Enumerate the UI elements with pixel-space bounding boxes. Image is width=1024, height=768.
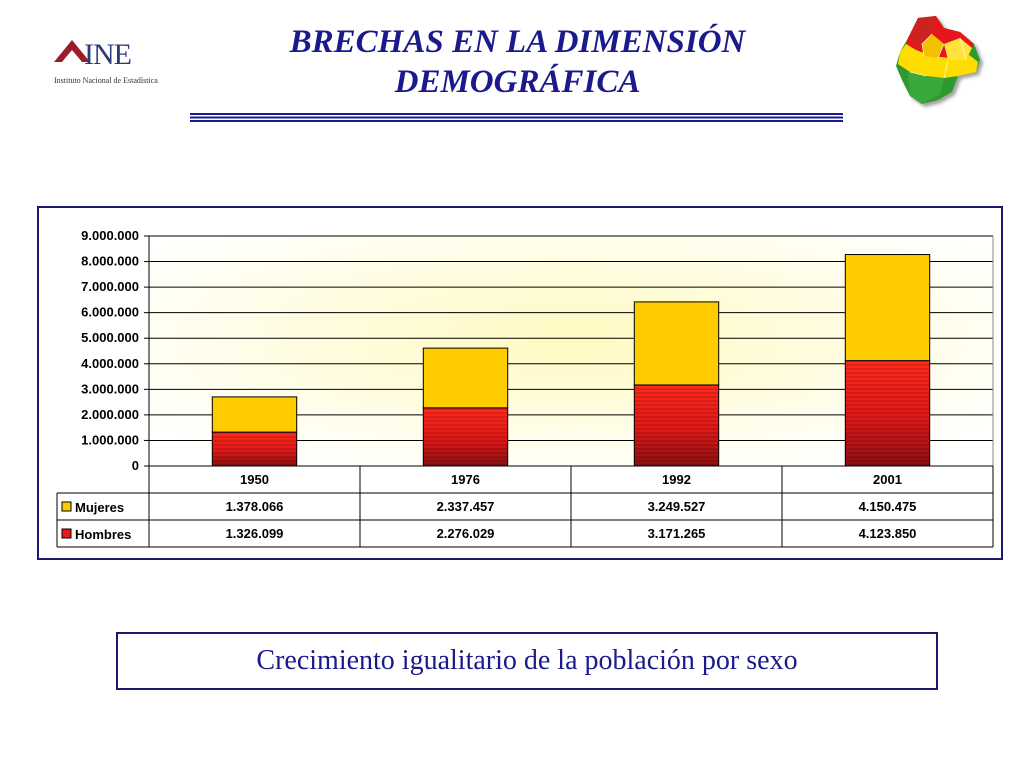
bar-mujeres-1950 bbox=[211, 396, 298, 433]
y-tick-label: 8.000.000 bbox=[81, 254, 139, 269]
population-chart-svg: 0 1.000.000 2.000.000 3.000.000 4.000.000 5.0… bbox=[56, 228, 994, 548]
x-category-label: 1950 bbox=[240, 472, 269, 487]
bolivia-map-icon bbox=[896, 16, 980, 104]
legend-swatch-hombres bbox=[61, 528, 72, 539]
y-tick-label: 2.000.000 bbox=[81, 407, 139, 422]
data-label: 2.276.029 bbox=[437, 526, 495, 541]
legend-label-hombres: Hombres bbox=[75, 527, 131, 542]
ine-logo-mark bbox=[54, 40, 90, 62]
bar-mujeres-2001 bbox=[844, 254, 931, 362]
page-title-line-2: DEMOGRÁFICA bbox=[394, 64, 641, 100]
bar-hombres-stripes-2001 bbox=[845, 360, 930, 466]
data-label: 2.337.457 bbox=[437, 499, 495, 514]
page-title: BRECHAS EN LA DIMENSIÓN DEMOGRÁFICA bbox=[190, 22, 845, 102]
bar-mujeres-1976 bbox=[422, 347, 509, 409]
bar-hombres-stripes-1950 bbox=[212, 432, 297, 466]
y-tick-label: 7.000.000 bbox=[81, 279, 139, 294]
population-chart: 0 1.000.000 2.000.000 3.000.000 4.000.000 5.0… bbox=[37, 206, 1003, 560]
y-tick-label: 6.000.000 bbox=[81, 305, 139, 320]
y-tick-label: 3.000.000 bbox=[81, 381, 139, 396]
bar-hombres-stripes-1976 bbox=[423, 407, 508, 466]
x-category-label: 1992 bbox=[662, 472, 691, 487]
ine-logo: INE Instituto Nacional de Estadística bbox=[52, 36, 162, 92]
title-underline bbox=[190, 113, 843, 122]
legend-label-mujeres: Mujeres bbox=[75, 500, 124, 515]
y-tick-label: 0 bbox=[132, 458, 139, 473]
data-label: 4.123.850 bbox=[859, 526, 917, 541]
ine-logo-subtitle: Instituto Nacional de Estadística bbox=[54, 76, 158, 85]
data-label: 3.249.527 bbox=[648, 499, 706, 514]
data-label: 1.378.066 bbox=[226, 499, 284, 514]
data-label: 3.171.265 bbox=[648, 526, 706, 541]
bar-mujeres-1992 bbox=[633, 301, 720, 386]
y-tick-label: 1.000.000 bbox=[81, 432, 139, 447]
y-tick-label: 9.000.000 bbox=[81, 228, 139, 243]
x-category-label: 1976 bbox=[451, 472, 480, 487]
chart-caption: Crecimiento igualitario de la población … bbox=[116, 632, 938, 690]
x-category-label: 2001 bbox=[873, 472, 902, 487]
data-label: 1.326.099 bbox=[226, 526, 284, 541]
legend-swatch-mujeres bbox=[61, 501, 72, 512]
ine-logo-text: INE bbox=[84, 38, 132, 71]
bar-hombres-stripes-1992 bbox=[634, 384, 719, 466]
page-title-line-1: BRECHAS EN LA DIMENSIÓN bbox=[289, 24, 746, 60]
data-label: 4.150.475 bbox=[859, 499, 917, 514]
y-tick-label: 4.000.000 bbox=[81, 356, 139, 371]
y-tick-label: 5.000.000 bbox=[81, 330, 139, 345]
